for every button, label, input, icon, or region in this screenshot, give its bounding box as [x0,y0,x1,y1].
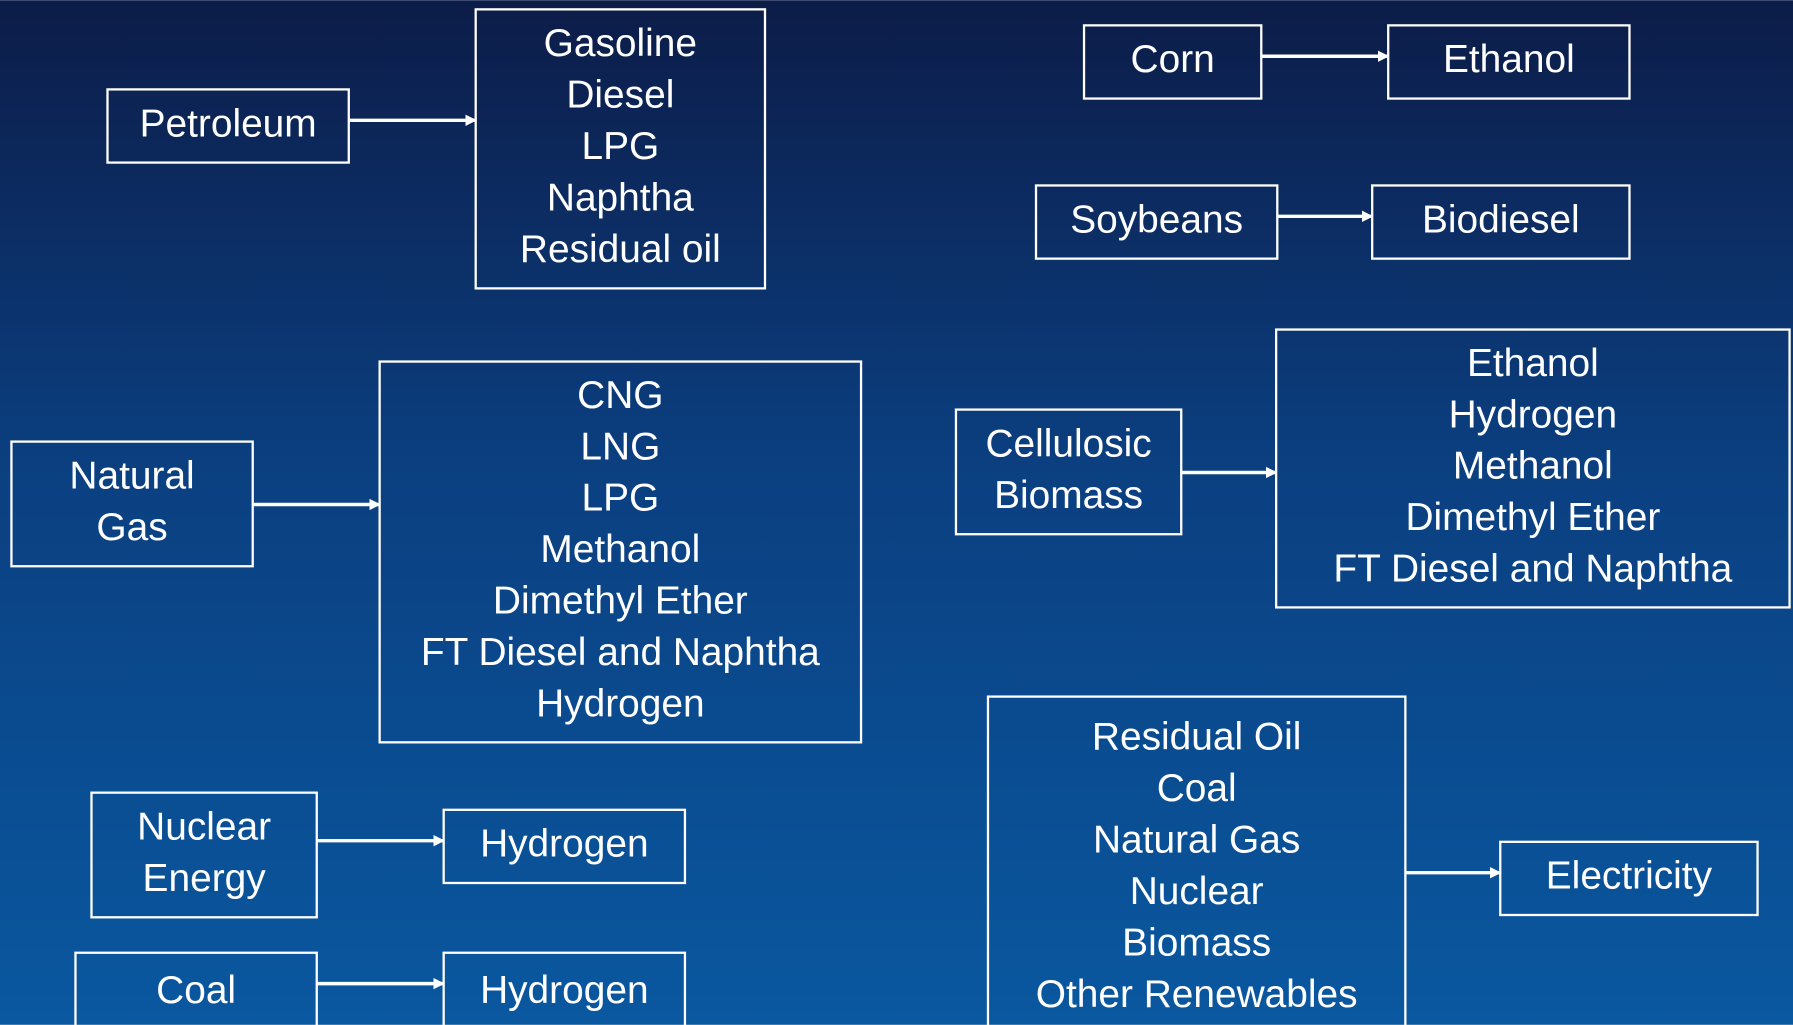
product-box [1499,840,1759,917]
source-label: Residual Oil [1092,716,1302,759]
product-box [1387,24,1631,100]
product-box [442,808,687,885]
product-label: Dimethyl Ether [1405,496,1660,539]
source-box [1034,184,1279,260]
source-box [1082,24,1263,100]
source-box [986,695,1407,1025]
source-label: Corn [1131,38,1215,81]
product-label: Dimethyl Ether [493,580,748,623]
source-label: Biomass [994,474,1143,517]
product-label: Naphtha [547,177,694,220]
product-label: LPG [581,125,659,168]
source-label: Gas [96,506,167,549]
product-label: Electricity [1546,855,1713,898]
source-label: Natural [69,454,194,497]
source-box [90,791,318,919]
source-box [106,88,350,164]
product-label: LPG [581,477,659,520]
product-label: FT Diesel and Naphtha [421,631,820,674]
product-label: FT Diesel and Naphtha [1333,548,1732,591]
source-label: Biomass [1122,922,1271,965]
product-label: Methanol [540,528,700,571]
source-label: Energy [143,857,267,900]
source-label: Coal [1157,767,1237,810]
source-label: Soybeans [1070,198,1243,241]
product-label: LNG [580,425,660,468]
source-label: Other Renewables [1036,973,1358,1016]
product-label: Ethanol [1443,38,1575,81]
product-label: Hydrogen [480,823,648,866]
product-label: CNG [577,374,663,417]
product-label: Residual oil [520,228,721,271]
source-label: Petroleum [140,102,317,145]
source-label: Nuclear [137,806,271,849]
source-label: Nuclear [1130,870,1264,913]
product-box [442,951,687,1025]
product-label: Hydrogen [480,969,648,1012]
product-box [378,360,863,744]
source-label: Natural Gas [1093,819,1300,862]
source-label: Coal [156,969,236,1012]
product-box [474,8,767,290]
product-label: Methanol [1453,445,1613,488]
product-label: Gasoline [544,22,697,65]
source-label: Cellulosic [985,422,1151,465]
product-label: Diesel [566,74,674,117]
source-box [74,951,318,1025]
product-label: Biodiesel [1422,198,1580,241]
product-label: Hydrogen [536,683,705,726]
product-label: Hydrogen [1449,393,1617,436]
product-label: Ethanol [1467,342,1599,385]
